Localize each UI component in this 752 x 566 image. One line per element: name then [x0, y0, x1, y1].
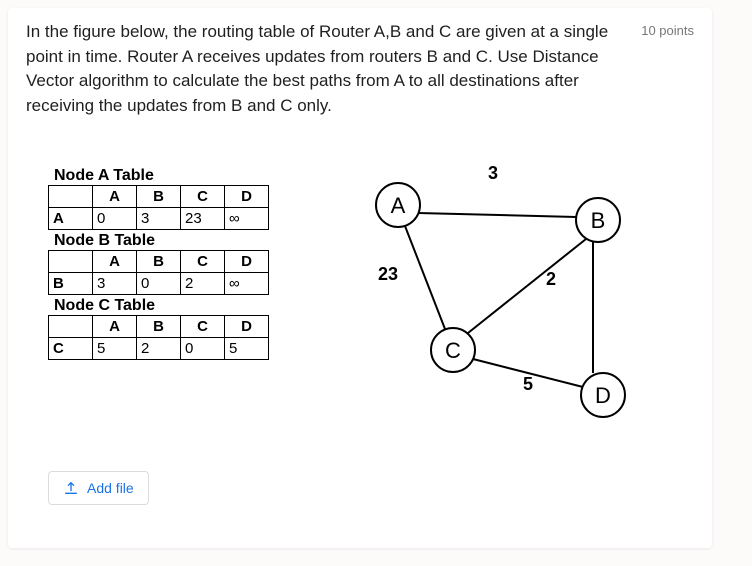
- table-c: A B C D C 5 2 0 5: [48, 315, 269, 360]
- blank-cell: [49, 185, 93, 207]
- points-label: 10 points: [641, 20, 694, 38]
- edge-weight-CD: 5: [523, 374, 533, 394]
- question-row: In the figure below, the routing table o…: [26, 20, 694, 119]
- table-a-val-1: 3: [137, 207, 181, 229]
- content-area: Node A Table A B C D A 0 3 23 ∞ Node B T…: [26, 165, 694, 425]
- table-b-title: Node B Table: [54, 232, 308, 250]
- table-b-rowlabel: B: [49, 272, 93, 294]
- table-c-val-3: 5: [225, 337, 269, 359]
- table-c-val-1: 2: [137, 337, 181, 359]
- table-c-hdr-2: C: [181, 315, 225, 337]
- table-b-val-0: 3: [93, 272, 137, 294]
- table-b-hdr-1: B: [137, 250, 181, 272]
- table-a-val-2: 23: [181, 207, 225, 229]
- question-card: In the figure below, the routing table o…: [8, 8, 712, 548]
- graph-node-label-C: C: [445, 338, 461, 363]
- table-a: A B C D A 0 3 23 ∞: [48, 185, 269, 230]
- edge-weight-AB: 3: [488, 165, 498, 183]
- graph-edge-line: [468, 239, 586, 333]
- graph-node-label-D: D: [595, 383, 611, 408]
- graph-node-label-A: A: [391, 193, 406, 218]
- graph-node-label-B: B: [591, 208, 606, 233]
- table-c-val-0: 5: [93, 337, 137, 359]
- table-b-val-2: 2: [181, 272, 225, 294]
- question-text: In the figure below, the routing table o…: [26, 20, 627, 119]
- table-c-hdr-1: B: [137, 315, 181, 337]
- graph-edge-line: [405, 226, 445, 329]
- table-b-val-1: 0: [137, 272, 181, 294]
- edge-weight-AC: 23: [378, 264, 398, 284]
- table-b-val-3: ∞: [225, 272, 269, 294]
- table-a-val-3: ∞: [225, 207, 269, 229]
- table-a-rowlabel: A: [49, 207, 93, 229]
- blank-cell: [49, 250, 93, 272]
- table-c-title: Node C Table: [54, 297, 308, 315]
- table-a-val-0: 0: [93, 207, 137, 229]
- edge-weight-BC: 2: [546, 269, 556, 289]
- graph-edge-line: [418, 213, 576, 217]
- table-a-title: Node A Table: [54, 167, 308, 185]
- upload-icon: [63, 480, 79, 496]
- add-file-label: Add file: [87, 480, 134, 496]
- blank-cell: [49, 315, 93, 337]
- routing-tables: Node A Table A B C D A 0 3 23 ∞ Node B T…: [48, 165, 308, 425]
- table-b: A B C D B 3 0 2 ∞: [48, 250, 269, 295]
- table-b-hdr-3: D: [225, 250, 269, 272]
- add-file-button[interactable]: Add file: [48, 471, 149, 505]
- table-c-hdr-3: D: [225, 315, 269, 337]
- table-a-hdr-1: B: [137, 185, 181, 207]
- table-c-hdr-0: A: [93, 315, 137, 337]
- table-a-hdr-0: A: [93, 185, 137, 207]
- table-b-hdr-2: C: [181, 250, 225, 272]
- table-a-hdr-2: C: [181, 185, 225, 207]
- graph-svg: A B C D 3 23 2 5: [338, 165, 668, 425]
- table-c-rowlabel: C: [49, 337, 93, 359]
- table-a-hdr-3: D: [225, 185, 269, 207]
- table-b-hdr-0: A: [93, 250, 137, 272]
- table-c-val-2: 0: [181, 337, 225, 359]
- network-graph: A B C D 3 23 2 5: [338, 165, 668, 425]
